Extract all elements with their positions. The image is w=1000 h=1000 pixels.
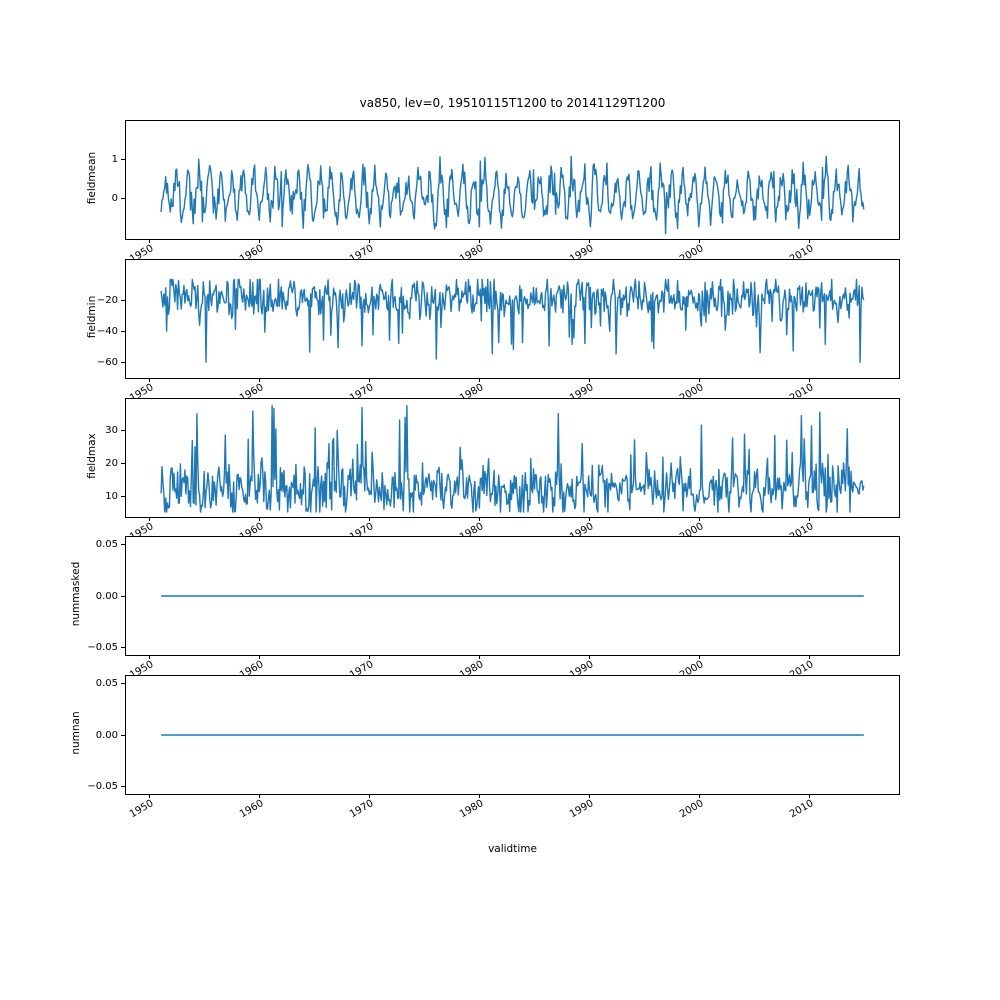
y-tick-mark (121, 683, 125, 685)
x-tick-mark (809, 377, 811, 382)
y-axis-label-numnan: numnan (70, 711, 82, 755)
x-tick-mark (259, 239, 261, 243)
x-tick-mark (479, 655, 481, 660)
y-tick-mark (121, 785, 125, 787)
subplot-numnan: 1950 1960 1970 1980 1990 2000 2010 0.05 0.00 −0.0… (87, 675, 900, 820)
y-tick-label: 0.05 (95, 539, 118, 551)
y-tick-label: 30 (105, 424, 118, 436)
y-tick-label: 0 (111, 192, 118, 204)
y-tick-mark (121, 647, 125, 649)
x-tick-mark (589, 794, 591, 798)
y-tick-mark (121, 159, 125, 161)
x-tick-label: 1970 (347, 798, 376, 821)
line-series-numnan (161, 734, 864, 736)
x-tick-mark (699, 239, 701, 243)
y-tick-mark (121, 595, 125, 597)
x-tick-mark (589, 516, 591, 521)
y-tick-label: 1 (111, 154, 118, 166)
y-tick-label: −60 (96, 356, 118, 368)
x-tick-mark (809, 655, 811, 660)
y-tick-label: 0.00 (95, 729, 118, 741)
x-tick-mark (369, 794, 371, 798)
y-tick-label: −40 (96, 325, 118, 337)
x-axis-label: validtime (488, 843, 537, 855)
x-tick-mark (479, 516, 481, 521)
subplot-fieldmax: 1950 1960 1970 1980 1990 2000 2010 30 20 10 (105, 397, 900, 543)
x-tick-mark (699, 655, 701, 660)
x-tick-label: 1990 (567, 798, 596, 821)
y-axis-label-fieldmean: fieldmean (86, 151, 98, 205)
x-tick-mark (589, 239, 591, 243)
y-tick-label: −0.05 (87, 780, 118, 792)
x-tick-mark (809, 239, 811, 243)
x-tick-label: 1980 (457, 798, 486, 821)
y-tick-label: 0.05 (95, 678, 118, 690)
y-tick-mark (121, 544, 125, 546)
x-tick-mark (369, 377, 371, 382)
x-tick-mark (589, 655, 591, 660)
y-tick-label: 20 (105, 457, 118, 469)
chart-title: va850, lev=0, 19510115T1200 to 20141129T… (359, 96, 666, 110)
line-series-fieldmax (160, 404, 865, 513)
y-tick-label: 0.00 (95, 590, 118, 602)
y-tick-mark (121, 330, 125, 332)
x-tick-mark (259, 794, 261, 798)
x-tick-mark (589, 377, 591, 382)
x-tick-mark (809, 794, 811, 798)
subplot-fieldmin: 1950 1960 1970 1980 1990 2000 2010 −20 −40 −60 (97, 258, 900, 404)
x-tick-label: 1960 (237, 798, 266, 821)
y-tick-label: −20 (96, 294, 118, 306)
y-axis-label-nummasked: nummasked (70, 562, 82, 627)
y-tick-mark (121, 197, 125, 199)
y-tick-label: −0.05 (87, 642, 118, 654)
y-axis-label-fieldmin: fieldmin (86, 295, 98, 338)
y-tick-mark (121, 361, 125, 363)
x-tick-mark (149, 655, 151, 660)
x-tick-mark (479, 794, 481, 798)
y-tick-mark (121, 496, 125, 498)
line-series-nummasked (161, 595, 864, 597)
x-tick-mark (699, 377, 701, 382)
x-tick-mark (369, 239, 371, 243)
y-tick-mark (121, 462, 125, 464)
x-tick-mark (149, 516, 151, 521)
x-tick-mark (699, 516, 701, 521)
line-series-fieldmean (160, 155, 865, 235)
x-tick-mark (259, 377, 261, 382)
x-tick-mark (369, 655, 371, 660)
x-tick-label: 2010 (787, 798, 816, 821)
x-tick-mark (369, 516, 371, 521)
x-tick-mark (149, 239, 151, 243)
x-tick-mark (149, 377, 151, 382)
subplot-fieldmean: 1950 1960 1970 1980 1990 2000 2010 0 1 (112, 120, 900, 265)
y-axis-label-fieldmax: fieldmax (86, 432, 98, 479)
y-tick-mark (121, 299, 125, 301)
y-tick-mark (121, 429, 125, 431)
x-tick-mark (479, 377, 481, 382)
x-tick-label: 2000 (677, 798, 706, 821)
y-tick-mark (121, 734, 125, 736)
x-tick-mark (699, 794, 701, 798)
x-tick-label: 1950 (127, 798, 156, 821)
x-tick-mark (479, 239, 481, 243)
x-tick-mark (259, 655, 261, 660)
subplot-nummasked: 1950 1960 1970 1980 1990 2000 2010 0.05 0.00 −0.0… (87, 536, 900, 682)
y-tick-label: 10 (105, 491, 118, 503)
line-series-fieldmin (160, 278, 865, 363)
x-tick-mark (809, 516, 811, 521)
x-tick-mark (259, 516, 261, 521)
x-tick-mark (149, 794, 151, 798)
